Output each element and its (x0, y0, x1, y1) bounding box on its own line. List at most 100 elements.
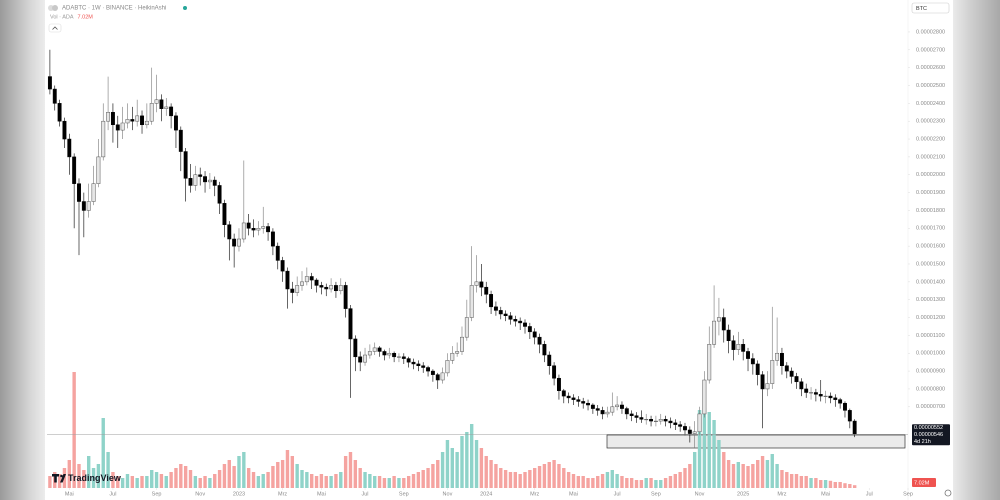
candle-body (348, 308, 353, 340)
volume-bar (266, 472, 270, 488)
volume-bar (339, 472, 343, 488)
candle-body (707, 344, 712, 381)
zone-rectangle[interactable] (606, 434, 906, 449)
x-tick-label: Mrz (530, 491, 539, 497)
volume-bar (62, 468, 67, 488)
logo-mark (60, 474, 66, 483)
candle-body (823, 395, 828, 397)
volume-bar (135, 478, 139, 488)
volume-bar (780, 470, 784, 488)
volume-bar (722, 452, 726, 488)
volume-bar (542, 464, 547, 488)
y-tick-label: 0.00001000 (916, 351, 945, 357)
volume-bar (334, 474, 338, 488)
volume-bar (242, 452, 246, 488)
x-tick-label: Sep (152, 491, 162, 497)
candle-body (372, 347, 377, 352)
volume-bar (474, 440, 479, 488)
volume-legend-value: 7.02M (78, 14, 94, 20)
candle-body (828, 395, 833, 399)
volume-bar (208, 478, 212, 488)
x-tick-label: Mai (569, 491, 578, 497)
candle-body (726, 329, 731, 341)
candle-body (91, 183, 96, 202)
volume-bar (765, 460, 770, 488)
volume-bar (770, 454, 774, 488)
candle-body (106, 112, 111, 122)
candle-body (484, 286, 489, 295)
y-tick-label: 0.00002300 (916, 119, 945, 125)
x-tick-label: Jul (109, 491, 116, 497)
volume-bar (809, 478, 813, 488)
candle-body (523, 322, 527, 327)
x-tick-label: 2024 (480, 491, 492, 497)
y-tick-label: 0.00002800 (916, 29, 945, 35)
status-dot (183, 6, 187, 10)
candle-body (96, 156, 101, 184)
candle-body (813, 392, 818, 395)
volume-bar (625, 478, 629, 488)
candle-body (217, 185, 222, 204)
volume-bar (96, 464, 101, 488)
candle-body (397, 356, 401, 358)
candle-body (62, 120, 67, 140)
candle-body (392, 352, 397, 358)
volume-bar (271, 466, 275, 488)
volume-legend: Vol · ADA (50, 14, 74, 20)
x-tick-label: Mrz (278, 491, 287, 497)
volume-bar (600, 474, 605, 488)
collapse-button[interactable] (48, 23, 62, 33)
volume-bar (343, 456, 348, 488)
candle-body (450, 352, 455, 361)
candle-body (329, 285, 334, 290)
volume-bar (193, 476, 198, 488)
volume-bar (838, 482, 842, 488)
candle-body (164, 106, 169, 109)
volume-bar (232, 466, 236, 488)
x-tick-label: Nov (195, 491, 205, 497)
candle-body (770, 360, 775, 384)
candle-body (780, 352, 784, 366)
candle-body (169, 106, 174, 117)
candle-body (353, 338, 358, 358)
volume-bar (72, 372, 76, 488)
candle-body (692, 431, 697, 434)
volume-bar (683, 468, 687, 488)
volume-bar (819, 480, 823, 488)
currency-button[interactable] (911, 2, 950, 14)
volume-bar (237, 456, 241, 488)
candle-body (838, 399, 843, 404)
candle-body (440, 372, 445, 381)
y-tick-label: 0.00001600 (916, 244, 945, 250)
candle-body (159, 99, 164, 109)
candle-body (712, 320, 717, 345)
candle-body (595, 408, 600, 411)
candle-body (460, 336, 464, 352)
volume-bar (654, 480, 658, 488)
volume-bar (547, 462, 551, 488)
volume-bar (518, 474, 522, 488)
volume-bar (217, 470, 222, 488)
candle-body (382, 351, 387, 356)
volume-bar (431, 464, 435, 488)
candle-body (789, 370, 794, 377)
settings-icon[interactable] (944, 489, 952, 497)
volume-bar (305, 472, 309, 488)
volume-label-box (912, 478, 936, 487)
candle-body (508, 315, 513, 320)
volume-bar (465, 432, 469, 488)
candle-body (474, 281, 479, 286)
volume-bar (280, 460, 285, 488)
price-label: 4d 21h (914, 439, 931, 445)
volume-bar (48, 476, 52, 488)
candle-body (227, 224, 232, 240)
y-tick-label: 0.00001400 (916, 279, 945, 285)
volume-bar (659, 480, 663, 488)
candle-body (47, 76, 52, 90)
volume-bar (111, 472, 115, 488)
candle-body (649, 419, 654, 422)
x-tick-label: Mrz (777, 491, 786, 497)
candle-body (794, 376, 799, 383)
x-tick-label: Nov (443, 491, 453, 497)
x-tick-label: Sep (903, 491, 913, 497)
